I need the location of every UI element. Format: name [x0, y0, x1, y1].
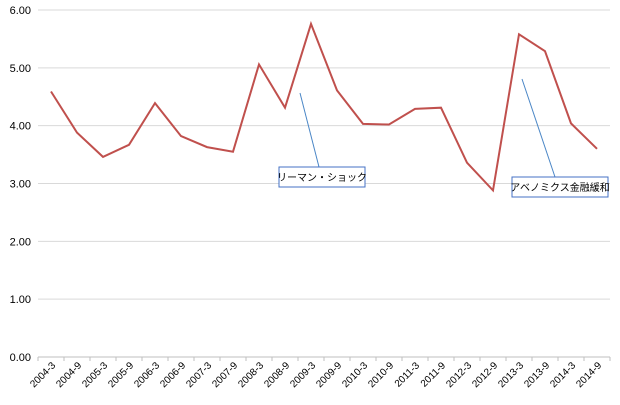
annotation-box-lehman	[278, 166, 366, 188]
annotation-label-abenomics: アベノミクス金融緩和	[510, 181, 610, 194]
x-tick-label: 2012-9	[470, 360, 500, 390]
gridlines	[38, 9, 610, 300]
x-tick-label: 2005-9	[106, 360, 136, 390]
x-tick-label: 2004-9	[54, 360, 84, 390]
x-tick-label: 2011-9	[419, 360, 449, 390]
series-line	[50, 20, 598, 193]
annotation-box-abenomics	[511, 176, 609, 198]
y-axis: 0.00 1.00 2.00 3.00 4.00 5.00 6.00	[10, 5, 31, 364]
x-tick-label: 2009-3	[288, 360, 318, 390]
annotations: リーマン・ショック アベノミクス金融緩和	[277, 78, 610, 198]
x-tick-label: 2006-3	[132, 360, 162, 390]
y-tick-label: 1.00	[10, 294, 31, 306]
x-tick-label: 2006-9	[158, 360, 188, 390]
x-tick-label: 2007-3	[184, 360, 214, 390]
x-tick-label: 2012-3	[444, 360, 474, 390]
annotation-pointer-abenomics	[521, 78, 556, 178]
y-tick-label: 6.00	[10, 5, 31, 17]
x-tick-label: 2013-3	[496, 360, 526, 390]
x-tick-label: 2005-3	[80, 360, 110, 390]
y-tick-label: 4.00	[10, 121, 31, 133]
x-tick-label: 2008-9	[262, 360, 292, 390]
x-tick-label: 2013-9	[522, 360, 552, 390]
annotation-pointer-lehman	[299, 92, 320, 168]
x-tick-label: 2011-3	[393, 360, 423, 390]
y-tick-label: 5.00	[10, 63, 31, 75]
y-tick-label: 2.00	[10, 236, 31, 248]
x-tick-label: 2009-9	[314, 360, 344, 390]
x-tick-label: 2014-9	[574, 360, 604, 390]
y-tick-label: 0.00	[10, 352, 31, 364]
x-tick-label: 2007-9	[210, 360, 240, 390]
series-group	[50, 20, 598, 193]
x-axis: 2004-32004-92005-32005-92006-32006-92007…	[28, 356, 611, 390]
x-tick-label: 2004-3	[28, 360, 58, 390]
annotation-label-lehman: リーマン・ショック	[277, 172, 367, 184]
x-tick-label: 2010-9	[366, 360, 396, 390]
x-tick-label: 2010-3	[340, 360, 370, 390]
y-tick-label: 3.00	[10, 179, 31, 191]
x-tick-label: 2014-3	[548, 360, 578, 390]
x-tick-label: 2008-3	[236, 360, 266, 390]
